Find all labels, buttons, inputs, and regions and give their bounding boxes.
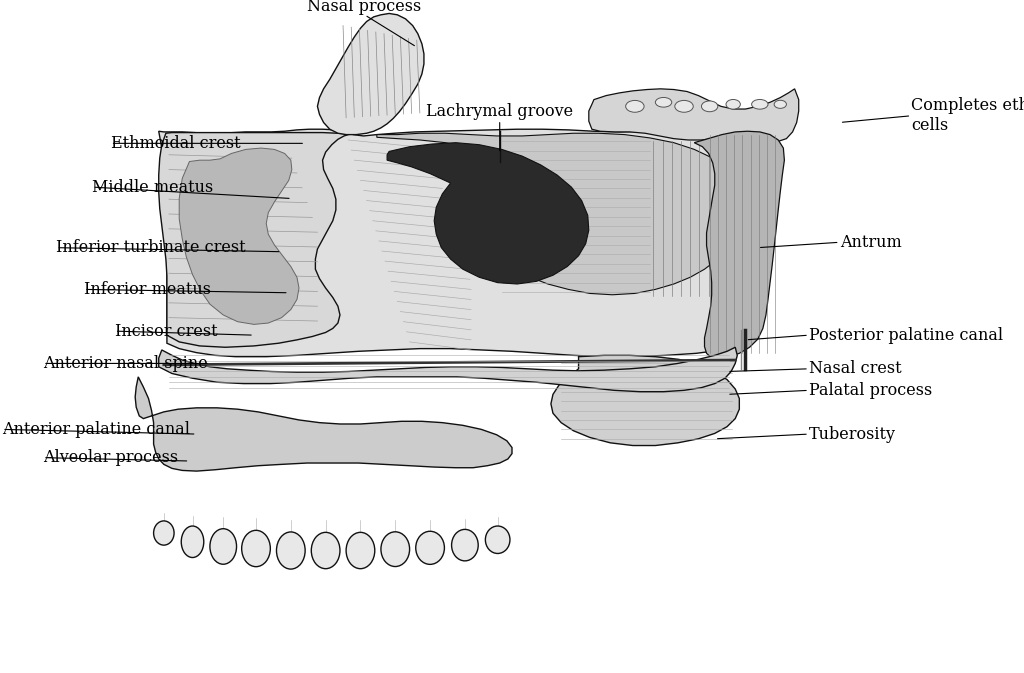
Ellipse shape [774,100,786,108]
Text: Middle meatus: Middle meatus [92,178,213,196]
Polygon shape [179,148,299,324]
Text: Posterior palatine canal: Posterior palatine canal [809,326,1004,344]
Text: Nasal crest: Nasal crest [809,360,901,378]
Ellipse shape [726,100,740,109]
Ellipse shape [346,532,375,569]
Polygon shape [589,89,799,141]
Ellipse shape [210,529,237,564]
Polygon shape [377,133,743,295]
Ellipse shape [752,100,768,109]
Text: Inferior meatus: Inferior meatus [84,281,211,298]
Ellipse shape [675,100,693,112]
Text: Anterior nasal spine: Anterior nasal spine [43,355,208,372]
Ellipse shape [452,530,478,561]
Polygon shape [159,128,760,357]
Ellipse shape [276,532,305,569]
Text: Completes ethmoidal
cells: Completes ethmoidal cells [911,98,1024,134]
Ellipse shape [242,530,270,567]
Polygon shape [694,131,784,360]
Ellipse shape [485,526,510,553]
Text: Anterior palatine canal: Anterior palatine canal [2,421,190,438]
Ellipse shape [701,101,718,112]
Polygon shape [135,377,512,471]
Text: Alveolar process: Alveolar process [43,449,178,466]
Ellipse shape [416,531,444,565]
Text: Lachrymal groove: Lachrymal groove [426,103,573,120]
Polygon shape [159,133,350,347]
Ellipse shape [181,526,204,557]
Text: Ethmoidal crest: Ethmoidal crest [111,135,241,152]
Text: Tuberosity: Tuberosity [809,425,896,443]
Polygon shape [551,355,739,446]
Ellipse shape [154,521,174,545]
Text: Inferior turbinate crest: Inferior turbinate crest [56,239,246,256]
Ellipse shape [626,100,644,112]
Ellipse shape [311,532,340,569]
Polygon shape [159,347,737,392]
Polygon shape [387,143,589,284]
Ellipse shape [655,98,672,107]
Text: Antrum: Antrum [840,234,901,251]
Polygon shape [317,13,424,135]
Text: Nasal process: Nasal process [307,0,422,15]
Text: Palatal process: Palatal process [809,382,932,399]
Text: Incisor crest: Incisor crest [115,322,217,340]
Ellipse shape [381,532,410,567]
